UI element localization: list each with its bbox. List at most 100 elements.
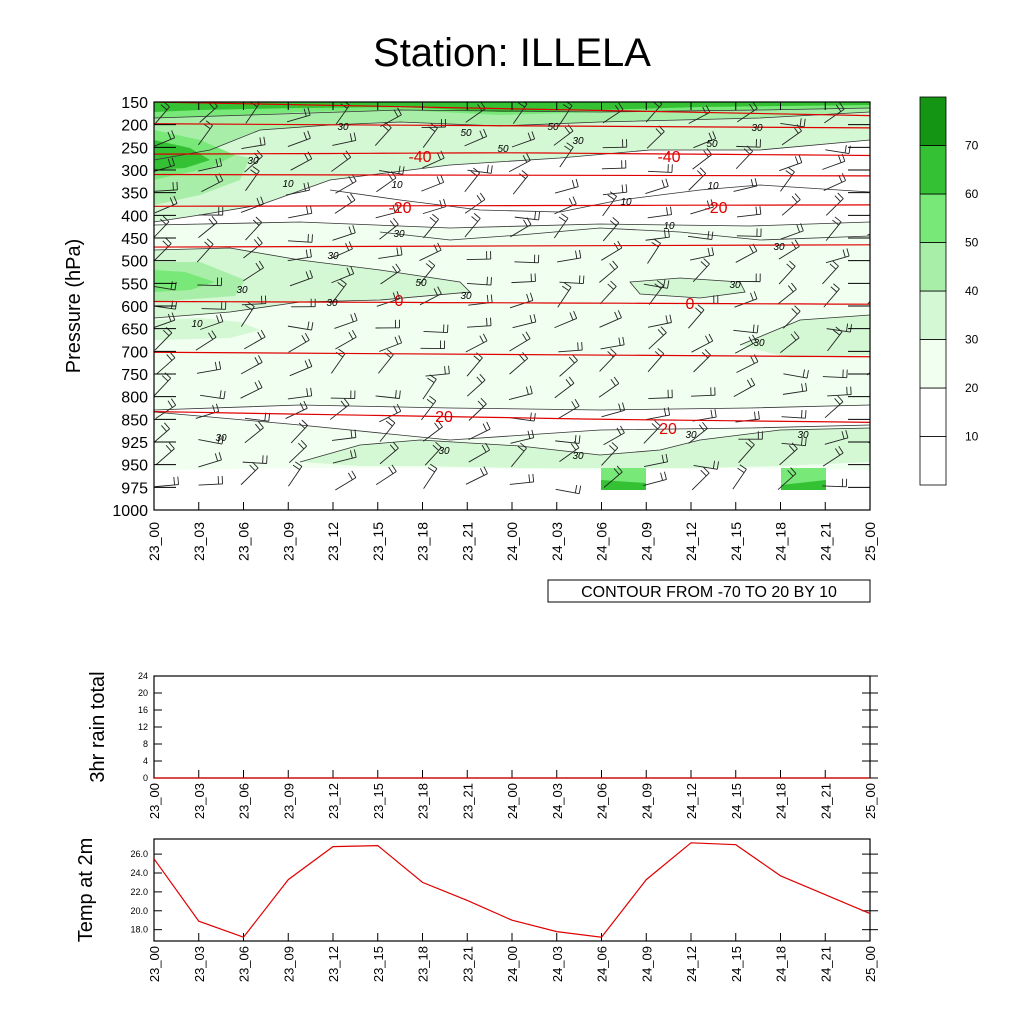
time-tick-label: 24_21 — [817, 522, 833, 561]
wind-barb — [286, 114, 311, 123]
wind-barb — [873, 149, 897, 151]
wind-barb — [378, 354, 394, 374]
wind-barb-flag — [620, 425, 625, 434]
wind-barb-flag — [521, 170, 529, 176]
wind-barb-flag — [161, 425, 167, 432]
y-tick-label: 24.0 — [130, 868, 148, 878]
wind-barb-flag — [166, 354, 173, 361]
wind-barb-flag — [875, 284, 881, 289]
wind-barb — [869, 466, 870, 468]
wind-barb-flag — [703, 467, 710, 474]
wind-barb-flag — [263, 136, 266, 145]
wind-barb-flag — [617, 310, 622, 318]
wind-barb-flag — [653, 238, 661, 244]
y-tick-label: 0 — [143, 773, 148, 783]
wind-barb-flag — [348, 176, 354, 184]
wind-barb-flag — [526, 293, 530, 302]
wind-barb-flag — [790, 467, 797, 474]
wind-barb-flag — [398, 335, 403, 344]
wind-barb-flag — [523, 102, 528, 105]
wind-barb-flag — [425, 263, 433, 269]
wind-barb-flag — [750, 179, 754, 187]
wind-barb-flag — [610, 378, 616, 387]
wind-barb-flag — [211, 215, 218, 223]
speed-contour-label: 10 — [191, 319, 203, 330]
wind-barb-flag — [212, 404, 216, 413]
wind-barb-flag — [581, 342, 583, 351]
pressure-tick-label: 950 — [121, 458, 148, 475]
speed-contour-line — [154, 411, 870, 441]
time-tick-label: 23_03 — [191, 522, 207, 561]
wind-barb-flag — [802, 369, 805, 378]
wind-barb — [287, 137, 311, 148]
speed-contour-line — [629, 277, 746, 299]
wind-barb-flag — [757, 411, 760, 420]
wind-barb-flag — [656, 280, 664, 286]
wind-barb — [290, 158, 313, 171]
wind-barb-flag — [486, 294, 489, 303]
wind-barb-flag — [893, 276, 894, 284]
wind-barb-flag — [666, 207, 669, 216]
wind-barb — [329, 404, 350, 420]
x-tick-label: 24_09 — [639, 946, 654, 982]
wind-barb-flag — [490, 277, 492, 286]
x-tick-label: 24_15 — [729, 946, 744, 982]
wind-barb-flag — [482, 423, 487, 432]
wind-barb — [868, 442, 870, 444]
wind-barb-flag — [256, 102, 260, 104]
shade-50-60-mid — [154, 270, 215, 292]
wind-barb — [423, 330, 448, 334]
wind-barb — [691, 394, 716, 397]
wind-barb-flag — [834, 195, 841, 202]
wind-barb-flag — [304, 360, 309, 369]
wind-barb-flag — [396, 247, 399, 256]
time-tick-label: 23_15 — [370, 522, 386, 561]
pressure-tick-label: 600 — [121, 299, 148, 316]
wind-barb-flag — [618, 337, 621, 346]
pressure-tick-label: 550 — [121, 276, 148, 293]
wind-barb-flag — [348, 241, 353, 250]
wind-barb-flag — [351, 329, 357, 338]
time-tick-label: 24_00 — [504, 522, 520, 561]
wind-barb-flag — [531, 429, 535, 438]
wind-barb-flag — [307, 107, 311, 116]
wind-barb-flag — [708, 333, 714, 342]
wind-barb-flag — [429, 374, 437, 380]
wind-barb-flag — [790, 333, 797, 341]
wind-barb-flag — [608, 445, 616, 452]
wind-barb-flag — [245, 305, 253, 311]
wind-barb-flag — [307, 321, 310, 330]
wind-barb-flag — [892, 205, 894, 213]
wind-barb-flag — [167, 158, 172, 167]
wind-barb-flag — [350, 314, 354, 322]
x-tick-label: 23_18 — [416, 783, 431, 819]
wind-barb-flag — [529, 385, 533, 394]
wind-barb-flag — [844, 144, 847, 153]
x-tick-label: 24_03 — [550, 783, 565, 819]
wind-barb-flag — [247, 301, 255, 307]
temperature-contour-line — [154, 300, 870, 305]
wind-barb-flag — [203, 123, 211, 130]
wind-barb-flag — [346, 267, 351, 276]
wind-barb-flag — [254, 381, 259, 390]
wind-barb — [824, 437, 849, 445]
wind-barb-flag — [402, 166, 405, 175]
wind-barb-flag — [752, 324, 755, 333]
x-tick-label: 24_15 — [729, 783, 744, 819]
pressure-tick-label: 250 — [121, 140, 148, 157]
wind-barb-flag — [476, 352, 483, 359]
wind-barb-flag — [473, 355, 481, 362]
speed-contour-label: 50 — [706, 139, 718, 150]
wind-barb — [643, 461, 668, 468]
wind-barb-flag — [533, 413, 536, 422]
wind-barb-flag — [436, 152, 441, 160]
wind-barb-flag — [429, 463, 438, 469]
wind-barb-flag — [349, 133, 353, 142]
wind-barb-flag — [534, 211, 537, 220]
colorbar-box — [919, 193, 947, 243]
wind-barb-flag — [710, 409, 713, 418]
wind-barb-flag — [667, 229, 670, 238]
wind-barb-flag — [532, 473, 535, 482]
wind-barb-flag — [667, 280, 670, 289]
temperature-frame — [153, 838, 871, 942]
